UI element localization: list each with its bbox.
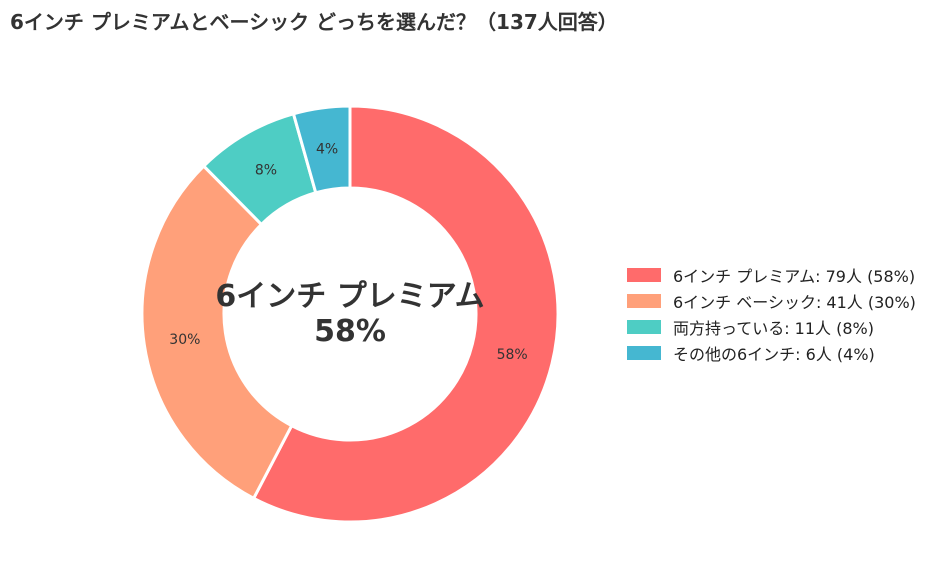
legend-swatch-1: [627, 294, 661, 308]
center-label-name: 6インチ プレミアム: [215, 279, 484, 314]
donut-slice-1: [140, 163, 294, 501]
legend-item-1: 6インチ ベーシック: 41人 (30%): [627, 288, 916, 314]
center-label-percent: 58%: [314, 314, 386, 349]
legend-swatch-0: [627, 268, 661, 282]
donut-slice-0: [251, 104, 560, 524]
legend: 6インチ プレミアム: 79人 (58%) 6インチ ベーシック: 41人 (30…: [627, 262, 916, 366]
chart-title: 6インチ プレミアムとベーシック どっちを選んだ？（137人回答）: [10, 10, 618, 34]
legend-item-2: 両方持っている: 11人 (8%): [627, 314, 916, 340]
legend-item-0: 6インチ プレミアム: 79人 (58%): [627, 262, 916, 288]
slice-percent-label-1: 30%: [169, 332, 200, 348]
legend-swatch-2: [627, 320, 661, 334]
legend-label-2: 両方持っている: 11人 (8%): [673, 319, 874, 338]
slice-labels: 58% 30% 8% 4%: [169, 142, 527, 363]
legend-label-0: 6インチ プレミアム: 79人 (58%): [673, 267, 916, 286]
legend-swatch-3: [627, 346, 661, 360]
slice-percent-label-0: 58%: [497, 347, 528, 363]
slice-percent-label-3: 4%: [316, 142, 338, 158]
donut-slices: [140, 104, 560, 524]
donut-slice-3: [291, 104, 352, 195]
legend-label-3: その他の6インチ: 6人 (4%): [673, 345, 875, 364]
legend-item-3: その他の6インチ: 6人 (4%): [627, 340, 916, 366]
legend-label-1: 6インチ ベーシック: 41人 (30%): [673, 293, 916, 312]
slice-percent-label-2: 8%: [255, 163, 277, 179]
